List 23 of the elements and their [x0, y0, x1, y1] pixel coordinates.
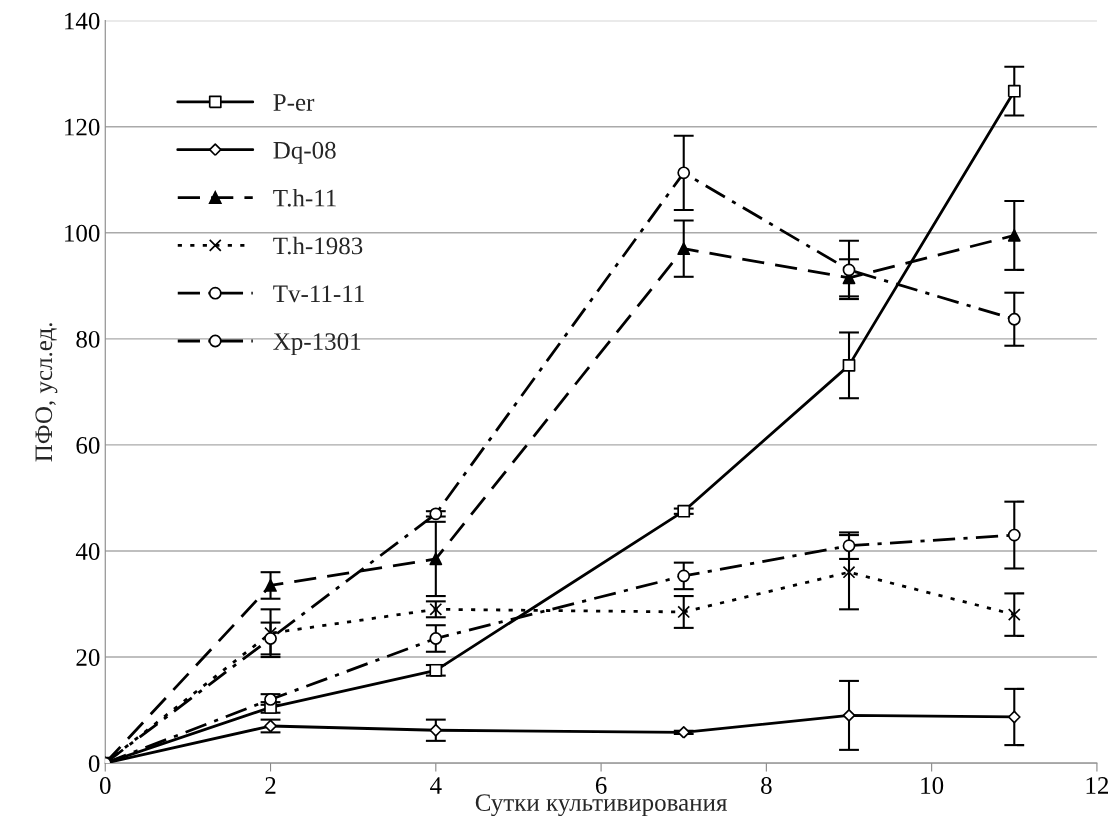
x-axis-title: Сутки культивирования	[475, 794, 727, 817]
y-axis-title: ПФО, усл.ед.	[35, 323, 58, 462]
y-tick-label: 0	[88, 755, 100, 773]
x-tick-label: 0	[99, 777, 111, 794]
y-tick-label: 100	[65, 224, 100, 242]
y-tick-label: 20	[76, 649, 100, 666]
x-tick-label: 4	[430, 777, 442, 794]
y-tick-label: 140	[65, 12, 100, 30]
x-tick-label: 6	[595, 777, 607, 794]
y-tick-label: 80	[76, 330, 100, 348]
legend-label: T.h-1983	[273, 236, 363, 255]
legend-label: Xp-1301	[273, 333, 361, 356]
legend-label: Tv-11-11	[273, 285, 364, 303]
legend-label: T.h-11	[273, 188, 336, 207]
y-tick-label: 40	[75, 543, 100, 560]
x-tick-label: 8	[761, 777, 772, 794]
legend-label: Dq-08	[273, 141, 336, 164]
legend-label: P-er	[273, 94, 315, 111]
x-tick-label: 12	[1086, 777, 1108, 794]
x-tick-label: 2	[265, 777, 276, 794]
y-tick-label: 120	[65, 118, 100, 136]
x-tick-label: 10	[921, 777, 944, 794]
y-tick-label: 60	[76, 436, 100, 454]
